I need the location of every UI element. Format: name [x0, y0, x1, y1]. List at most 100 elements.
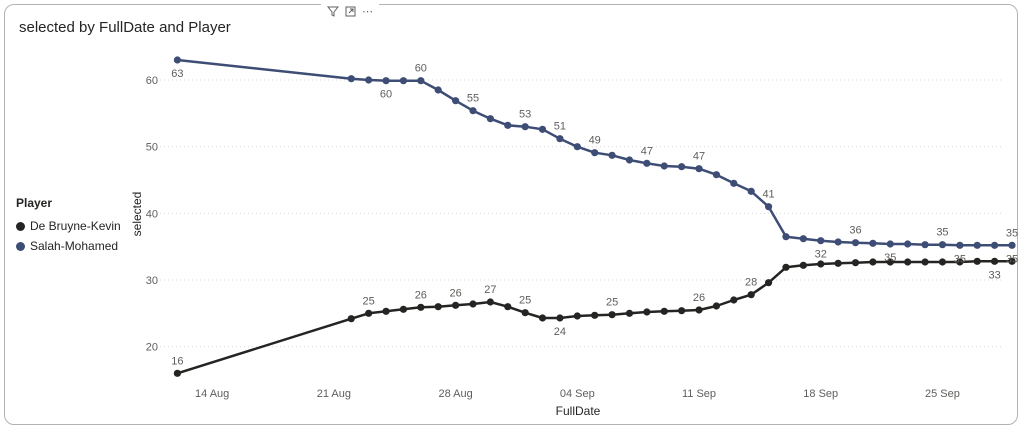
data-label-salah: 32	[815, 249, 827, 261]
x-tick-label: 18 Sep	[803, 388, 838, 400]
data-point-de-bruyne	[538, 314, 547, 322]
data-label-de-bruyne: 25	[363, 295, 375, 307]
data-label-de-bruyne: 16	[171, 355, 183, 367]
data-label-salah: 41	[762, 189, 774, 201]
data-point-salah	[399, 77, 408, 85]
data-label-de-bruyne: 26	[415, 289, 427, 301]
data-point-de-bruyne	[851, 259, 860, 267]
data-point-de-bruyne	[382, 307, 390, 315]
data-point-de-bruyne	[904, 258, 912, 266]
data-point-de-bruyne	[643, 308, 651, 316]
data-point-de-bruyne	[817, 260, 825, 268]
chart-title: selected by FullDate and Player	[19, 19, 231, 36]
data-label-de-bruyne: 24	[554, 326, 566, 338]
y-tick-label: 20	[146, 342, 158, 354]
data-point-salah	[573, 143, 581, 151]
data-point-salah	[834, 238, 842, 246]
legend: Player De Bruyne-Kevin Salah-Mohamed	[16, 196, 121, 256]
data-point-de-bruyne	[921, 258, 929, 266]
data-point-de-bruyne	[938, 258, 947, 266]
series-line-salah	[177, 58, 1012, 247]
data-point-salah	[886, 240, 894, 248]
data-label-salah: 35	[1006, 253, 1018, 265]
legend-item-salah[interactable]: Salah-Mohamed	[16, 236, 121, 256]
data-point-salah	[782, 233, 790, 241]
y-tick-label: 50	[146, 142, 158, 154]
data-point-de-bruyne	[834, 259, 842, 267]
data-label-de-bruyne: 33	[988, 269, 1000, 281]
x-tick-label: 21 Aug	[317, 388, 351, 400]
data-point-de-bruyne	[451, 301, 460, 309]
data-point-salah	[904, 240, 912, 248]
data-label-salah: 35	[884, 252, 896, 264]
data-point-de-bruyne	[869, 258, 877, 266]
data-label-salah: 49	[589, 135, 601, 147]
data-point-salah	[382, 77, 390, 85]
data-point-de-bruyne	[956, 258, 964, 266]
focus-mode-icon[interactable]	[345, 6, 356, 17]
legend-marker-de-bruyne	[16, 221, 25, 231]
data-point-salah	[504, 121, 512, 129]
data-point-salah	[799, 235, 807, 243]
data-point-salah	[347, 75, 355, 83]
data-point-salah	[817, 237, 825, 245]
legend-title: Player	[16, 196, 53, 210]
data-label-salah: 35	[954, 253, 966, 265]
data-point-de-bruyne	[469, 300, 477, 308]
data-point-salah	[451, 97, 460, 105]
visual-container[interactable]: selected by FullDate and Player ⋯	[4, 4, 1018, 425]
more-options-icon[interactable]: ⋯	[362, 5, 373, 18]
data-point-de-bruyne	[417, 303, 425, 311]
data-point-salah	[469, 107, 477, 115]
data-point-salah	[956, 241, 964, 249]
data-label-de-bruyne: 28	[745, 277, 757, 289]
data-point-salah	[678, 163, 686, 171]
data-label-salah: 60	[380, 89, 392, 101]
data-point-de-bruyne	[973, 257, 981, 265]
y-tick-label: 40	[146, 208, 158, 220]
legend-label-salah: Salah-Mohamed	[30, 239, 119, 253]
legend-marker-salah	[16, 241, 25, 251]
data-point-salah	[712, 171, 721, 179]
data-label-de-bruyne: 25	[606, 297, 618, 309]
visual-header-toolbar: ⋯	[321, 4, 379, 18]
data-point-salah	[1008, 241, 1016, 249]
data-label-salah: 53	[519, 109, 531, 121]
legend-item-de-bruyne[interactable]: De Bruyne-Kevin	[16, 216, 121, 236]
data-point-de-bruyne	[695, 306, 703, 314]
data-point-salah	[643, 159, 651, 167]
data-point-de-bruyne	[521, 309, 529, 317]
filter-icon[interactable]	[327, 6, 339, 17]
x-axis-title: FullDate	[556, 404, 601, 418]
data-point-salah	[173, 56, 181, 64]
data-point-salah	[938, 241, 947, 249]
data-label-salah: 51	[554, 121, 566, 133]
x-tick-label: 04 Sep	[560, 388, 595, 400]
data-point-salah	[521, 123, 529, 131]
data-point-salah	[921, 241, 929, 249]
data-point-salah	[869, 239, 877, 247]
data-point-salah	[365, 76, 373, 84]
data-label-salah: 35	[936, 227, 948, 239]
data-label-salah: 36	[849, 225, 861, 237]
data-point-de-bruyne	[556, 314, 564, 322]
data-point-salah	[486, 115, 494, 123]
data-label-salah: 47	[693, 151, 705, 163]
y-tick-label: 30	[146, 275, 158, 287]
series-line-de-bruyne	[177, 260, 1012, 375]
data-point-salah	[730, 179, 738, 187]
data-label-salah: 55	[467, 93, 479, 105]
data-point-de-bruyne	[712, 302, 721, 310]
data-point-de-bruyne	[678, 307, 686, 315]
data-point-salah	[556, 135, 564, 143]
data-point-salah	[608, 151, 616, 159]
data-point-salah	[991, 241, 999, 249]
data-point-salah	[434, 86, 442, 94]
x-tick-label: 11 Sep	[682, 388, 716, 400]
data-label-de-bruyne: 26	[693, 292, 705, 304]
data-label-de-bruyne: 27	[484, 284, 496, 296]
x-tick-label: 28 Aug	[438, 388, 472, 400]
data-point-salah	[973, 241, 981, 249]
data-point-de-bruyne	[747, 291, 755, 299]
data-label-salah: 63	[171, 68, 183, 80]
